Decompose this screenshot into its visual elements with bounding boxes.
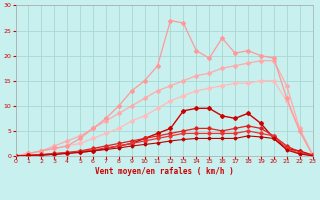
- X-axis label: Vent moyen/en rafales ( km/h ): Vent moyen/en rafales ( km/h ): [95, 167, 233, 176]
